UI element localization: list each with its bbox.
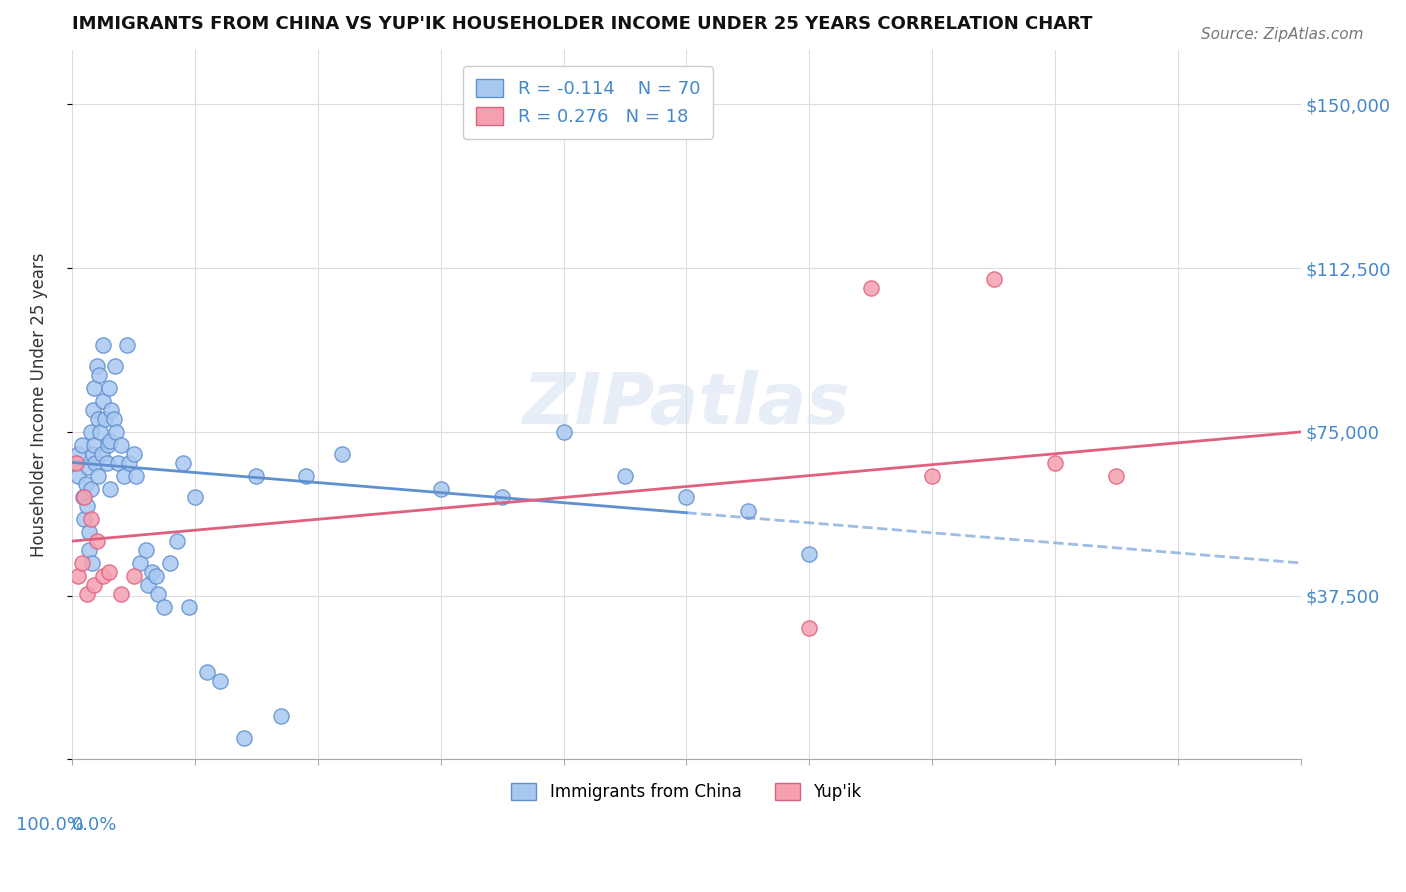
Point — [80, 556, 103, 570]
Point — [84, 456, 107, 470]
Point — [799, 622, 821, 636]
Point — [98, 434, 121, 448]
Point — [195, 665, 218, 679]
Point — [117, 337, 139, 351]
Point — [65, 456, 87, 470]
Point — [67, 468, 90, 483]
Text: Source: ZipAtlas.com: Source: ZipAtlas.com — [1201, 27, 1364, 42]
Point — [91, 394, 114, 409]
Point — [79, 512, 101, 526]
Point — [141, 565, 163, 579]
Point — [82, 403, 104, 417]
Point — [270, 708, 292, 723]
Point — [72, 491, 94, 505]
Point — [70, 556, 93, 570]
Point — [146, 586, 169, 600]
Point — [86, 359, 108, 374]
Point — [332, 447, 354, 461]
Point — [921, 468, 943, 483]
Point — [100, 403, 122, 417]
Point — [491, 491, 513, 505]
Point — [294, 468, 316, 483]
Point — [172, 456, 194, 470]
Point — [166, 534, 188, 549]
Point — [1105, 468, 1128, 483]
Point — [90, 447, 112, 461]
Point — [79, 542, 101, 557]
Point — [145, 569, 167, 583]
Point — [91, 337, 114, 351]
Point — [97, 381, 120, 395]
Point — [122, 447, 145, 461]
Point — [429, 482, 451, 496]
Point — [125, 468, 148, 483]
Point — [177, 599, 200, 614]
Point — [83, 381, 105, 395]
Point — [91, 569, 114, 583]
Point — [76, 499, 98, 513]
Point — [75, 477, 97, 491]
Point — [553, 425, 575, 439]
Point — [675, 491, 697, 505]
Point — [67, 447, 90, 461]
Point — [89, 425, 111, 439]
Point — [136, 578, 159, 592]
Point — [859, 281, 882, 295]
Point — [89, 368, 111, 383]
Point — [96, 456, 118, 470]
Point — [112, 468, 135, 483]
Point — [153, 599, 176, 614]
Point — [799, 547, 821, 561]
Point — [79, 482, 101, 496]
Point — [110, 586, 132, 600]
Point — [94, 412, 117, 426]
Point — [76, 586, 98, 600]
Point — [110, 438, 132, 452]
Point — [63, 456, 86, 470]
Point — [87, 468, 110, 483]
Point — [77, 459, 100, 474]
Y-axis label: Householder Income Under 25 years: Householder Income Under 25 years — [31, 252, 48, 557]
Point — [104, 359, 127, 374]
Point — [233, 731, 256, 745]
Point — [128, 556, 150, 570]
Point — [79, 525, 101, 540]
Point — [83, 438, 105, 452]
Point — [83, 578, 105, 592]
Point — [613, 468, 636, 483]
Text: ZIPatlas: ZIPatlas — [523, 370, 851, 439]
Point — [82, 447, 104, 461]
Point — [97, 438, 120, 452]
Point — [135, 542, 157, 557]
Text: 100.0%: 100.0% — [17, 816, 84, 834]
Legend: Immigrants from China, Yup'ik: Immigrants from China, Yup'ik — [505, 776, 868, 808]
Point — [245, 468, 267, 483]
Point — [208, 673, 231, 688]
Point — [117, 456, 139, 470]
Point — [70, 438, 93, 452]
Point — [73, 491, 96, 505]
Point — [983, 272, 1005, 286]
Text: IMMIGRANTS FROM CHINA VS YUP'IK HOUSEHOLDER INCOME UNDER 25 YEARS CORRELATION CH: IMMIGRANTS FROM CHINA VS YUP'IK HOUSEHOL… — [72, 15, 1092, 33]
Point — [103, 412, 125, 426]
Point — [737, 503, 759, 517]
Point — [122, 569, 145, 583]
Point — [1043, 456, 1066, 470]
Point — [73, 512, 96, 526]
Point — [107, 456, 129, 470]
Point — [79, 425, 101, 439]
Text: 0.0%: 0.0% — [72, 816, 118, 834]
Point — [87, 412, 110, 426]
Point — [98, 482, 121, 496]
Point — [67, 569, 90, 583]
Point — [184, 491, 207, 505]
Point — [159, 556, 181, 570]
Point — [86, 534, 108, 549]
Point — [97, 565, 120, 579]
Point — [105, 425, 128, 439]
